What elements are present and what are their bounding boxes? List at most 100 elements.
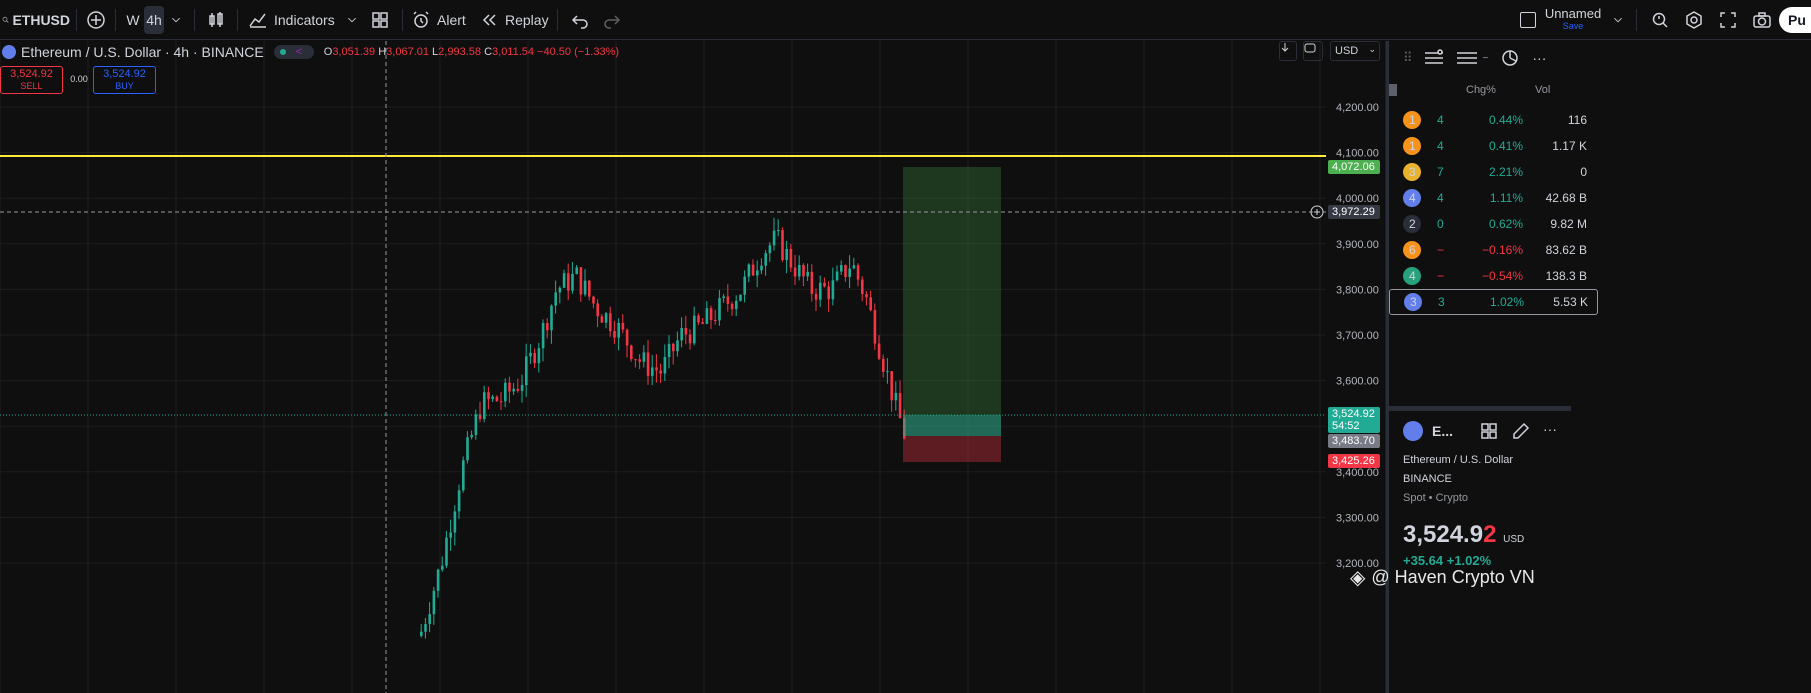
candle-body bbox=[550, 305, 553, 331]
candle-body bbox=[856, 265, 860, 280]
watchlist-row[interactable]: 4 − −0.54% 138.3 B bbox=[1389, 263, 1598, 289]
candle-body bbox=[793, 267, 797, 277]
grid-icon[interactable] bbox=[1479, 421, 1499, 441]
legend-status-pill[interactable]: < bbox=[273, 45, 314, 59]
alert-button[interactable]: Alert bbox=[409, 0, 475, 40]
templates-button[interactable] bbox=[364, 0, 396, 40]
watchlist-icon[interactable] bbox=[1423, 48, 1447, 68]
timeframe-4h[interactable]: 4h bbox=[144, 5, 164, 34]
column-chg[interactable]: Chg% bbox=[1466, 84, 1496, 96]
watchlist-row[interactable]: 1 4 0.44% 116 bbox=[1389, 107, 1598, 133]
buy-button[interactable]: 3,524.92 BUY bbox=[93, 66, 156, 94]
layout-name-button[interactable]: Unnamed Save bbox=[1540, 0, 1606, 40]
candle-body bbox=[596, 303, 599, 317]
crosshair-add-button[interactable] bbox=[1310, 205, 1324, 219]
indicators-button[interactable]: Indicators bbox=[244, 0, 340, 40]
watchlist-columns: Chg% Vol bbox=[1389, 81, 1571, 101]
more-icon[interactable]: ··· bbox=[1532, 50, 1547, 66]
timeframe-dropdown[interactable] bbox=[164, 0, 188, 40]
candle-body bbox=[621, 322, 625, 330]
candle-body bbox=[499, 401, 503, 403]
undo-button[interactable] bbox=[564, 0, 596, 40]
currency-select[interactable]: USD ⌄ bbox=[1330, 41, 1380, 61]
row-change: −0.54% bbox=[1481, 269, 1523, 283]
coin-icon bbox=[1403, 189, 1421, 207]
candle-body bbox=[672, 343, 675, 352]
candle-body bbox=[659, 370, 662, 374]
fullscreen-button[interactable] bbox=[1711, 0, 1745, 40]
candle-body bbox=[709, 308, 713, 320]
long-position-target-zone[interactable] bbox=[903, 167, 1001, 436]
snapshot-button[interactable] bbox=[1745, 0, 1779, 40]
replay-button[interactable]: Replay bbox=[475, 0, 551, 40]
watermark-text: @ Haven Crypto VN bbox=[1371, 567, 1535, 587]
chart-pane[interactable]: 4,200.00 4,100.00 4,000.00 3,900.00 3,800.00… bbox=[0, 41, 1536, 693]
symbol-search[interactable]: ETHUSD bbox=[0, 0, 70, 40]
watchlist-row[interactable]: 4 4 1.11% 42.68 B bbox=[1389, 185, 1598, 211]
candle-body bbox=[835, 271, 839, 281]
watchlist-row[interactable]: 3 3 1.02% 5.53 K bbox=[1389, 289, 1598, 315]
price-axis-tick: 3,900.00 bbox=[1336, 239, 1379, 251]
legend-title[interactable]: Ethereum / U.S. Dollar · 4h · BINANCE bbox=[21, 44, 264, 60]
watchlist-row[interactable]: 6 − −0.16% 83.62 B bbox=[1389, 237, 1598, 263]
arrow-down-icon bbox=[1281, 43, 1289, 52]
layout-dropdown[interactable] bbox=[1606, 0, 1630, 40]
candle-body bbox=[840, 265, 843, 272]
layout-checkbox[interactable] bbox=[1516, 0, 1540, 40]
details-category: Spot • Crypto bbox=[1403, 492, 1468, 504]
details-price-main: 3,524.9 bbox=[1403, 521, 1484, 548]
candle-body bbox=[491, 396, 494, 399]
flag-icon bbox=[1389, 84, 1397, 96]
last-price-value: 3,524.92 bbox=[1332, 408, 1375, 420]
list-settings-icon[interactable] bbox=[1455, 48, 1479, 68]
indicators-dropdown[interactable] bbox=[340, 0, 364, 40]
long-position-entry-zone[interactable] bbox=[903, 415, 1001, 436]
candle-body bbox=[684, 327, 688, 335]
auto-scale-button[interactable] bbox=[1303, 41, 1323, 61]
long-position-stop-zone[interactable] bbox=[903, 436, 1001, 462]
scroll-to-realtime-button[interactable] bbox=[1279, 41, 1297, 61]
plus-circle-icon bbox=[87, 10, 105, 29]
column-vol[interactable]: Vol bbox=[1535, 84, 1551, 96]
details-short-name[interactable]: E... bbox=[1432, 423, 1454, 439]
quick-search-button[interactable] bbox=[1643, 0, 1677, 40]
candle-body bbox=[898, 392, 902, 419]
divider bbox=[115, 8, 116, 31]
details-exchange: BINANCE bbox=[1403, 473, 1452, 485]
redo-button[interactable] bbox=[596, 0, 628, 40]
coin-icon bbox=[1403, 215, 1421, 233]
chart-canvas[interactable]: 4,200.00 4,100.00 4,000.00 3,900.00 3,800.00… bbox=[0, 41, 1536, 693]
camera-icon bbox=[1753, 11, 1771, 28]
publish-button[interactable]: Pu bbox=[1779, 6, 1811, 33]
timeframe-w[interactable]: W bbox=[126, 11, 140, 28]
settings-button[interactable] bbox=[1677, 0, 1711, 40]
candle-body bbox=[630, 345, 633, 360]
price-axis-tick: 3,300.00 bbox=[1336, 512, 1379, 524]
chart-type-button[interactable] bbox=[201, 0, 231, 40]
top-toolbar: ETHUSD W 4h Indicators Alert Replay bbox=[0, 0, 1811, 40]
compare-button[interactable] bbox=[83, 0, 109, 40]
row-volume: 1.17 K bbox=[1552, 139, 1587, 153]
more-icon[interactable]: ··· bbox=[1543, 421, 1557, 437]
watchlist-row[interactable]: 3 7 2.21% 0 bbox=[1389, 159, 1598, 185]
row-volume: 116 bbox=[1567, 113, 1587, 127]
panel-divider[interactable] bbox=[1389, 406, 1571, 411]
sell-button[interactable]: 3,524.92 SELL bbox=[0, 66, 63, 94]
candle-body bbox=[613, 331, 616, 338]
details-full-name[interactable]: Ethereum / U.S. Dollar bbox=[1403, 454, 1514, 466]
watchlist-row[interactable]: 1 4 0.41% 1.17 K bbox=[1389, 133, 1598, 159]
currency-value: USD bbox=[1335, 45, 1359, 57]
candle-body bbox=[705, 308, 709, 324]
edit-icon[interactable] bbox=[1511, 421, 1531, 441]
drag-handle-icon[interactable]: ⠿ bbox=[1403, 50, 1413, 65]
candle-body bbox=[781, 230, 784, 260]
candle-body bbox=[462, 460, 465, 491]
divider bbox=[1636, 8, 1637, 31]
pie-chart-icon[interactable] bbox=[1500, 48, 1520, 68]
candle-body bbox=[869, 297, 872, 311]
price-axis-tick: 3,200.00 bbox=[1336, 558, 1379, 570]
watchlist-row[interactable]: 2 0 0.62% 9.82 M bbox=[1389, 211, 1598, 237]
row-symbol: 2 bbox=[1409, 217, 1416, 231]
candle-body bbox=[785, 248, 788, 260]
watchlist-dropdown-icon[interactable]: − bbox=[1482, 52, 1489, 64]
